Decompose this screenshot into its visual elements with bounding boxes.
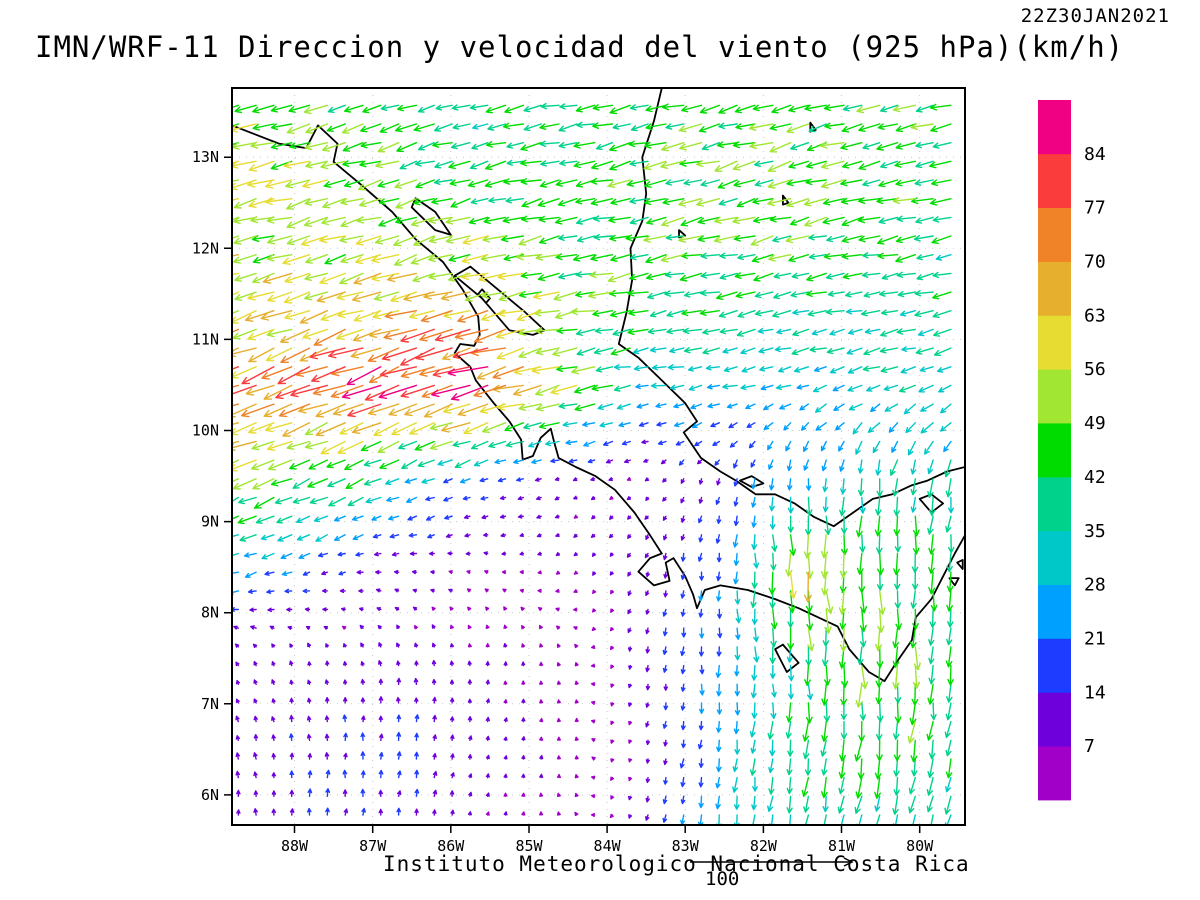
svg-text:80W: 80W (906, 837, 934, 855)
svg-text:86W: 86W (437, 837, 465, 855)
svg-text:21: 21 (1084, 629, 1106, 650)
svg-text:49: 49 (1084, 413, 1106, 434)
svg-text:7N: 7N (201, 695, 219, 713)
chart-timestamp: 22Z30JAN2021 (1020, 5, 1170, 27)
svg-text:81W: 81W (828, 837, 856, 855)
svg-text:84W: 84W (594, 837, 622, 855)
svg-text:6N: 6N (201, 786, 219, 804)
reference-vector-arrow (690, 857, 854, 867)
plot-frame (231, 87, 966, 826)
svg-text:56: 56 (1084, 359, 1106, 380)
svg-text:83W: 83W (672, 837, 700, 855)
svg-text:70: 70 (1084, 252, 1106, 273)
x-axis-labels: 88W 87W 86W 85W 84W 83W 82W 81W 80W (281, 837, 934, 855)
svg-text:11N: 11N (192, 330, 219, 348)
svg-text:35: 35 (1084, 521, 1106, 542)
svg-text:12N: 12N (192, 239, 219, 257)
svg-text:84: 84 (1084, 144, 1106, 165)
svg-text:87W: 87W (359, 837, 387, 855)
svg-text:42: 42 (1084, 467, 1106, 488)
svg-text:8N: 8N (201, 604, 219, 622)
svg-text:88W: 88W (281, 837, 309, 855)
svg-text:85W: 85W (515, 837, 543, 855)
reference-vector-label: 100 (705, 868, 740, 890)
y-axis-labels: 6N 7N 8N 9N 10N 11N 12N 13N (192, 148, 219, 804)
svg-text:28: 28 (1084, 575, 1106, 596)
svg-text:10N: 10N (192, 422, 219, 440)
chart-caption: Instituto Meteorologico Nacional Costa R… (383, 852, 970, 876)
colorbar: 7 14 21 28 35 42 49 56 63 70 77 84 (1038, 100, 1106, 801)
wind-arrows (232, 102, 955, 825)
svg-text:82W: 82W (750, 837, 778, 855)
page-title: IMN/WRF-11 Direccion y velocidad del vie… (35, 30, 1125, 64)
svg-text:14: 14 (1084, 682, 1106, 703)
svg-text:77: 77 (1084, 198, 1106, 219)
svg-text:9N: 9N (201, 513, 219, 531)
svg-text:7: 7 (1084, 736, 1095, 757)
svg-text:63: 63 (1084, 305, 1106, 326)
map-gridlines (232, 88, 965, 825)
axis-ticks (224, 156, 921, 833)
svg-text:13N: 13N (192, 148, 219, 166)
